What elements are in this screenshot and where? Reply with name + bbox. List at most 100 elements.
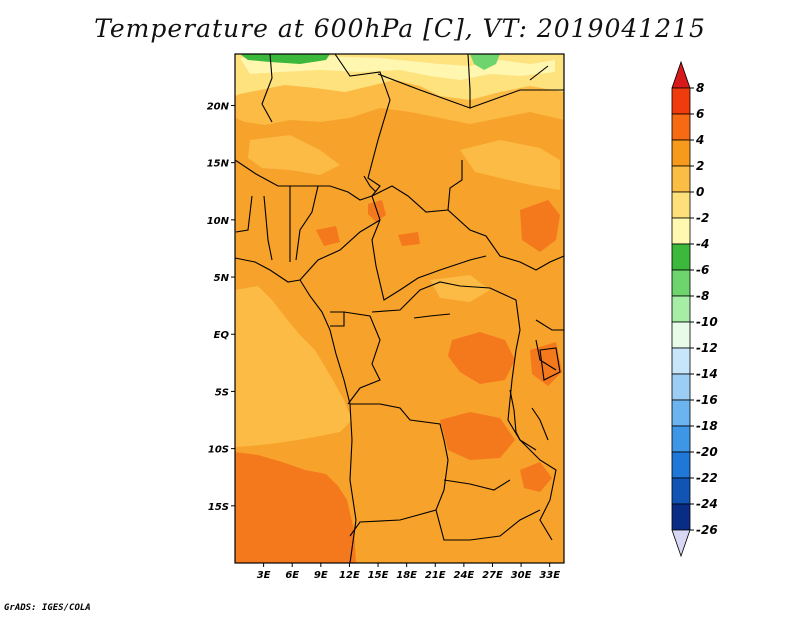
border-line: [261, 54, 273, 123]
lake-shoreline: [531, 407, 549, 441]
lake-shoreline: [529, 65, 549, 81]
colorbar-label: -26: [696, 523, 718, 537]
longitude-axis: 3E 6E 9E 12E 15E 18E 21E 24E 27E 30E 33E: [257, 563, 560, 581]
field-4-6-sudan-east: [520, 200, 560, 252]
field-4-6-car: [398, 232, 420, 246]
lat-tick-label: 20N: [207, 101, 230, 112]
lon-tick-label: 18E: [396, 570, 417, 581]
lon-tick-label: 3E: [257, 570, 271, 581]
field-neg6-neg4-patch-1: [240, 54, 330, 64]
border-line: [435, 509, 541, 541]
colorbar-top-arrow: [671, 60, 691, 89]
lon-tick-label: 27E: [482, 570, 503, 581]
border-line: [330, 311, 345, 327]
lake-shoreline: [509, 389, 521, 441]
lake-shoreline: [539, 347, 561, 381]
field-neg4-neg2-north: [240, 56, 555, 80]
colorbar-swatch: [671, 451, 691, 479]
border-line: [535, 339, 557, 371]
colorbar-swatch: [671, 217, 691, 245]
border-line: [371, 281, 521, 351]
border-line: [299, 219, 381, 281]
field-4-6-southwest: [235, 452, 356, 563]
colorbar-swatch: [671, 373, 691, 401]
colorbar-label: -6: [696, 263, 709, 277]
border-line: [263, 195, 273, 261]
lat-tick-label: 15S: [208, 502, 229, 513]
temperature-field: [235, 54, 564, 563]
lake-shoreline: [363, 175, 377, 193]
colorbar-swatch: [671, 295, 691, 323]
colorbar-swatch: [671, 113, 691, 141]
field-4-6-mozambique: [520, 462, 552, 492]
colorbar-swatch: [671, 269, 691, 297]
border-line: [235, 195, 253, 233]
border-line: [349, 403, 449, 537]
colorbar-label: 0: [696, 185, 704, 199]
map-frame: [234, 53, 565, 564]
colorbar-label: -24: [696, 497, 718, 511]
border-line: [519, 439, 557, 541]
colorbar-label: -8: [696, 289, 709, 303]
latitude-axis: 20N 15N 10N 5N EQ 5S 10S 15S: [207, 101, 235, 513]
colorbar-swatch: [671, 321, 691, 349]
colorbar-label: -16: [696, 393, 718, 407]
border-line: [334, 54, 391, 197]
field-0-2-north-patch: [248, 135, 340, 175]
coastline: [299, 279, 357, 563]
colorbar-label: -22: [696, 471, 718, 485]
lon-tick-label: 9E: [314, 570, 328, 581]
border-line: [507, 349, 537, 451]
river-line: [413, 313, 451, 319]
colorbar-label: 2: [696, 159, 704, 173]
colorbar-swatch: [671, 87, 691, 115]
colorbar-bottom-arrow: [671, 529, 691, 558]
border-line: [295, 185, 319, 261]
border-line: [235, 159, 373, 201]
field-0-2-central: [430, 275, 490, 302]
lat-tick-label: 15N: [207, 159, 230, 170]
credit-text: GrADS: IGES/COLA: [4, 603, 91, 613]
colorbar-label: 8: [696, 81, 704, 95]
colorbar-swatch: [671, 425, 691, 453]
colorbar-label: -4: [696, 237, 709, 251]
colorbar-swatch: [671, 165, 691, 193]
colorbar-swatch: [671, 243, 691, 271]
lon-tick-label: 6E: [285, 570, 299, 581]
border-line: [469, 89, 564, 109]
lon-tick-label: 12E: [339, 570, 360, 581]
lon-tick-label: 30E: [511, 570, 532, 581]
lat-tick-label: 10S: [208, 445, 229, 456]
colorbar-label: -2: [696, 211, 709, 225]
country-borders: [235, 54, 564, 563]
border-line: [343, 311, 381, 405]
colorbar-label: -12: [696, 341, 718, 355]
field-4-6-cameroon: [316, 226, 340, 246]
border-line: [535, 319, 564, 331]
lon-tick-label: 24E: [453, 570, 474, 581]
border-line: [235, 257, 301, 283]
colorbar-label: -10: [696, 315, 718, 329]
border-line: [371, 185, 449, 213]
colorbar-label: 6: [696, 107, 704, 121]
lat-tick-label: 10N: [207, 216, 230, 227]
field-0-2-atlantic: [235, 286, 352, 447]
colorbar-swatch: [671, 191, 691, 219]
colorbar-label: -18: [696, 419, 718, 433]
border-line: [443, 479, 511, 491]
lon-tick-label: 33E: [539, 570, 560, 581]
lat-tick-label: 5S: [215, 387, 229, 398]
colorbar-swatch: [671, 399, 691, 427]
colorbar-swatch: [671, 477, 691, 505]
field-0-2-horn: [460, 140, 560, 190]
lat-tick-label: 5N: [214, 273, 230, 284]
border-line: [371, 195, 487, 301]
map-title: Temperature at 600hPa [C], VT: 201904121…: [94, 14, 706, 43]
colorbar-swatch: [671, 139, 691, 167]
field-4-6-drc-south: [440, 412, 515, 460]
colorbar-swatch: [671, 503, 691, 531]
field-neg6-neg4-patch-2: [470, 54, 500, 70]
colorbar-swatch: [671, 347, 691, 375]
colorbar-label: 4: [695, 133, 704, 147]
lat-tick-label: EQ: [214, 330, 230, 341]
